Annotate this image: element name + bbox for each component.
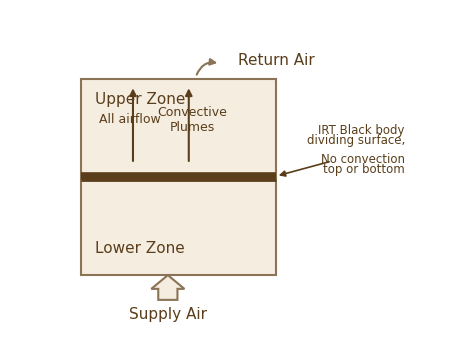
Text: dividing surface,: dividing surface,	[307, 134, 405, 147]
Text: IRT Black body: IRT Black body	[319, 124, 405, 137]
Text: Supply Air: Supply Air	[129, 307, 207, 322]
Text: All airflow: All airflow	[99, 113, 160, 126]
Text: top or bottom: top or bottom	[323, 163, 405, 176]
Text: Upper Zone: Upper Zone	[94, 92, 185, 107]
Text: Return Air: Return Air	[238, 53, 315, 68]
Text: Lower Zone: Lower Zone	[94, 241, 184, 256]
Text: Convective
Plumes: Convective Plumes	[158, 106, 227, 134]
Text: No convection: No convection	[321, 153, 405, 166]
Bar	[81, 79, 276, 275]
Polygon shape	[151, 275, 184, 300]
